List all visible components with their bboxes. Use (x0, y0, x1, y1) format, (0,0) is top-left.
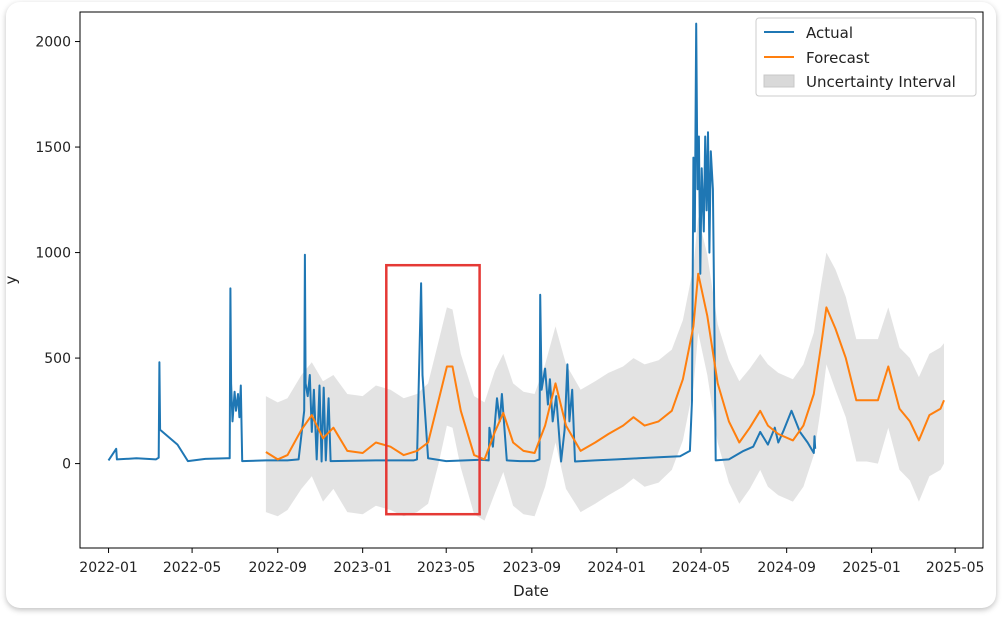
legend-interval-swatch (763, 74, 795, 88)
legend-interval-label: Uncertainty Interval (806, 73, 956, 91)
x-tick-label: 2023-09 (503, 560, 562, 576)
x-tick-label: 2022-01 (79, 560, 138, 576)
y-axis-title: y (2, 275, 20, 284)
x-tick-label: 2024-05 (672, 560, 731, 576)
actual-series-line (107, 22, 817, 463)
y-tick-label: 2000 (35, 35, 71, 51)
legend-actual-label: Actual (806, 24, 853, 42)
legend-forecast-label: Forecast (806, 49, 870, 67)
x-tick-label: 2022-05 (163, 560, 222, 576)
y-tick-label: 0 (62, 457, 71, 473)
legend-box (755, 17, 977, 97)
y-tick-label: 500 (44, 351, 71, 367)
x-axis: 2022-01 2022-05 2022-09 2023-01 2023-05 2023-… (79, 548, 984, 576)
x-tick-label: 2022-09 (248, 560, 307, 576)
x-axis-title: Date (513, 582, 549, 600)
plot-area (107, 22, 945, 521)
forecast-series-line (265, 272, 945, 461)
legend: Actual Forecast Uncertainty Interval (755, 17, 977, 97)
y-tick-label: 1000 (35, 246, 71, 262)
highlight-box (385, 263, 481, 516)
y-axis: 0 500 1000 1500 2000 (35, 35, 80, 473)
y-tick-label: 1500 (35, 140, 71, 156)
x-tick-label: 2025-05 (926, 560, 985, 576)
x-tick-label: 2024-01 (588, 560, 647, 576)
uncertainty-interval-band (265, 216, 944, 521)
x-tick-label: 2023-01 (333, 560, 392, 576)
x-tick-label: 2025-01 (842, 560, 901, 576)
x-tick-label: 2024-09 (757, 560, 816, 576)
x-tick-label: 2023-05 (417, 560, 476, 576)
